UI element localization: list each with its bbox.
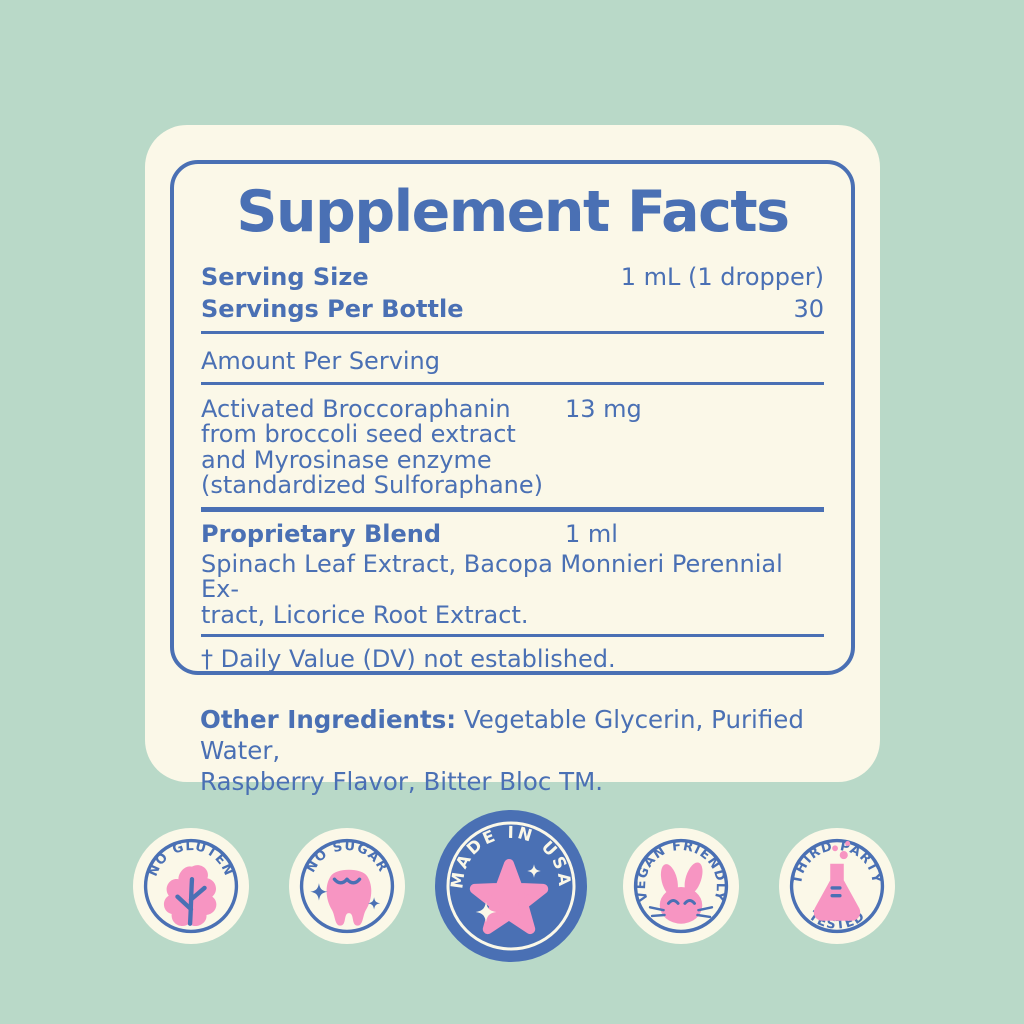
divider xyxy=(201,381,824,385)
badge-made-in-usa: MADE IN USA xyxy=(435,810,587,962)
sparkle-icon xyxy=(475,901,497,923)
other-ingredients-text: Vegetable Glycerin, Purified Water, xyxy=(200,705,804,765)
bunny-icon xyxy=(648,862,714,924)
leaf-icon xyxy=(163,865,217,927)
serving-size-row: Serving Size 1 mL (1 dropper) xyxy=(201,261,824,293)
ingredient-amount: 13 mg xyxy=(565,394,642,423)
tooth-icon xyxy=(310,869,381,926)
proprietary-blend-row: Proprietary Blend 1 ml xyxy=(201,520,824,548)
ingredient-row: Activated Broccoraphanin from broccoli s… xyxy=(201,394,824,500)
serving-size-value: 1 mL (1 dropper) xyxy=(620,262,824,291)
servings-per-bottle-row: Servings Per Bottle 30 xyxy=(201,293,824,325)
star-icon xyxy=(469,859,549,935)
proprietary-blend-label: Proprietary Blend xyxy=(201,519,441,548)
divider xyxy=(201,634,824,638)
other-ingredients: Other Ingredients: Vegetable Glycerin, P… xyxy=(200,704,865,797)
amount-per-serving-label: Amount Per Serving xyxy=(201,346,441,375)
badge-ring xyxy=(633,838,729,934)
servings-per-bottle-label: Servings Per Bottle xyxy=(201,294,464,323)
blend-contents: Spinach Leaf Extract, Bacopa Monnieri Pe… xyxy=(201,549,783,629)
badge-ring xyxy=(299,838,395,934)
supplement-label-card: Supplement Facts Serving Size 1 mL (1 dr… xyxy=(145,125,880,796)
sparkle-icon xyxy=(527,864,541,878)
badge-no-gluten: NO GLUTEN xyxy=(133,828,249,944)
badge-ring xyxy=(789,838,885,934)
badge-ring xyxy=(446,821,576,951)
daily-value-footnote: † Daily Value (DV) not established. xyxy=(201,645,616,674)
serving-size-label: Serving Size xyxy=(201,262,369,291)
panel-title: Supplement Facts xyxy=(236,179,790,245)
servings-per-bottle-value: 30 xyxy=(793,294,824,323)
other-ingredients-text-line2: Raspberry Flavor, Bitter Bloc TM. xyxy=(200,767,604,796)
badge-no-sugar: NO SUGAR xyxy=(289,828,405,944)
other-ingredients-label: Other Ingredients: xyxy=(200,705,457,734)
badge-third-party-tested: THIRD PARTY TESTED xyxy=(779,828,895,944)
flask-icon xyxy=(813,840,861,921)
badge-ring xyxy=(143,838,239,934)
ingredient-name: Activated Broccoraphanin from broccoli s… xyxy=(201,394,544,500)
divider xyxy=(201,330,824,334)
supplement-facts-panel: Supplement Facts Serving Size 1 mL (1 dr… xyxy=(170,160,855,675)
proprietary-blend-amount: 1 ml xyxy=(565,519,618,548)
thick-divider xyxy=(201,506,824,512)
badge-vegan-friendly: VEGAN FRIENDLY xyxy=(623,828,739,944)
